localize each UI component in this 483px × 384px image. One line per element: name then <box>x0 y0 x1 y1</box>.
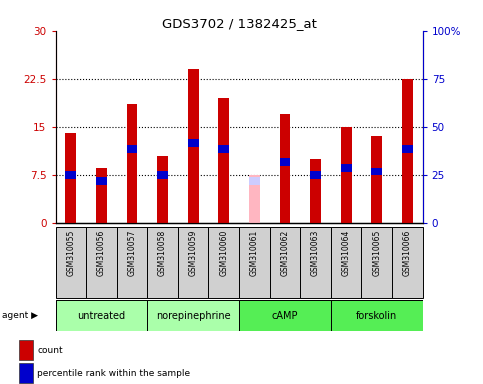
Bar <box>402 145 412 153</box>
Bar <box>392 227 423 298</box>
Bar <box>188 69 199 223</box>
Text: GSM310059: GSM310059 <box>189 230 198 276</box>
Bar <box>209 227 239 298</box>
Text: GSM310061: GSM310061 <box>250 230 259 276</box>
Text: GSM310057: GSM310057 <box>128 230 137 276</box>
Bar <box>218 145 229 153</box>
Bar <box>310 159 321 223</box>
Bar <box>280 158 290 166</box>
Bar <box>331 300 423 331</box>
Bar <box>218 98 229 223</box>
Text: cAMP: cAMP <box>272 311 298 321</box>
Bar <box>96 177 107 185</box>
Bar <box>341 127 352 223</box>
Bar <box>56 227 86 298</box>
Text: forskolin: forskolin <box>356 311 398 321</box>
Text: count: count <box>38 346 63 355</box>
Text: GSM310058: GSM310058 <box>158 230 167 276</box>
Bar <box>178 227 209 298</box>
Bar <box>127 104 137 223</box>
Bar <box>402 79 412 223</box>
Text: agent ▶: agent ▶ <box>2 311 39 320</box>
Text: GSM310062: GSM310062 <box>281 230 289 276</box>
Bar <box>56 300 147 331</box>
Bar <box>157 171 168 179</box>
Bar <box>371 136 382 223</box>
Bar <box>19 340 33 360</box>
Bar <box>239 227 270 298</box>
Text: GSM310065: GSM310065 <box>372 230 381 276</box>
Bar <box>371 168 382 175</box>
Bar <box>86 227 117 298</box>
Bar <box>331 227 361 298</box>
Text: GSM310064: GSM310064 <box>341 230 351 276</box>
Bar <box>300 227 331 298</box>
Bar <box>280 114 290 223</box>
Bar <box>66 133 76 223</box>
Bar <box>249 177 260 185</box>
Text: GSM310066: GSM310066 <box>403 230 412 276</box>
Text: norepinephrine: norepinephrine <box>156 311 230 321</box>
Bar <box>157 156 168 223</box>
Bar <box>310 171 321 179</box>
Text: GSM310063: GSM310063 <box>311 230 320 276</box>
Text: GSM310056: GSM310056 <box>97 230 106 276</box>
Bar <box>117 227 147 298</box>
Text: GSM310055: GSM310055 <box>66 230 75 276</box>
Bar <box>188 139 199 147</box>
Text: untreated: untreated <box>77 311 126 321</box>
Bar <box>66 171 76 179</box>
Bar <box>127 145 137 153</box>
Bar <box>341 164 352 172</box>
Text: GSM310060: GSM310060 <box>219 230 228 276</box>
Bar <box>249 175 260 223</box>
Bar <box>361 227 392 298</box>
Bar <box>19 363 33 383</box>
Bar <box>270 227 300 298</box>
Bar <box>147 300 239 331</box>
Bar <box>239 300 331 331</box>
Bar <box>147 227 178 298</box>
Title: GDS3702 / 1382425_at: GDS3702 / 1382425_at <box>162 17 316 30</box>
Bar <box>96 168 107 223</box>
Text: percentile rank within the sample: percentile rank within the sample <box>38 369 191 378</box>
